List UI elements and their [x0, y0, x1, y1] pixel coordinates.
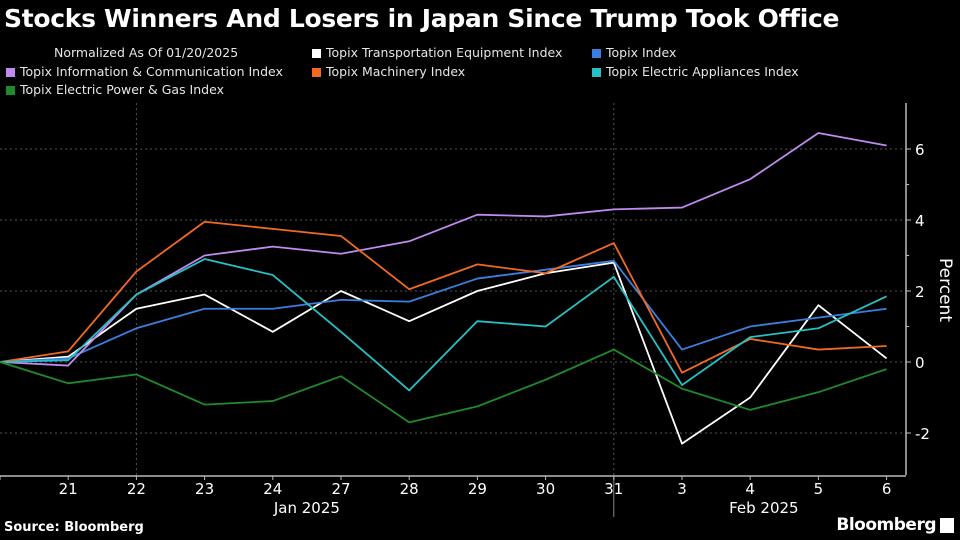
- month-label: Feb 2025: [729, 499, 799, 517]
- chart-title: Stocks Winners And Losers in Japan Since…: [4, 4, 840, 33]
- x-tick-label: 3: [677, 480, 687, 498]
- bloomberg-logo-icon: [940, 518, 954, 533]
- legend-item: Topix Transportation Equipment Index: [312, 45, 562, 60]
- legend-item: Topix Information & Communication Index: [6, 64, 283, 79]
- legend-subtitle: Normalized As Of 01/20/2025: [54, 45, 239, 60]
- legend-swatch: [312, 68, 321, 77]
- series-line: [0, 348, 887, 424]
- legend-swatch: [592, 68, 601, 77]
- y-tick-label: -2: [915, 425, 930, 443]
- x-tick-label: 29: [468, 480, 487, 498]
- series-line: [0, 258, 887, 392]
- series-line: [0, 261, 888, 445]
- brand-logo: Bloomberg: [836, 515, 936, 535]
- x-tick-label: 23: [195, 480, 214, 498]
- legend-item: Topix Electric Power & Gas Index: [6, 82, 224, 97]
- legend-swatch: [6, 86, 15, 95]
- x-tick-label: 31: [604, 480, 623, 498]
- x-tick-label: 22: [127, 480, 146, 498]
- y-tick-label: 6: [915, 141, 925, 159]
- y-tick-label: 4: [915, 212, 925, 230]
- legend-item: Topix Index: [592, 45, 676, 60]
- x-tick-label: 27: [331, 480, 350, 498]
- x-tick-label: 5: [814, 480, 824, 498]
- x-tick-label: 21: [59, 480, 78, 498]
- x-tick-label: 28: [400, 480, 419, 498]
- x-tick-label: 4: [745, 480, 755, 498]
- y-tick-label: 2: [915, 283, 925, 301]
- legend-swatch: [312, 49, 321, 58]
- legend-swatch: [592, 49, 601, 58]
- x-tick-label: 6: [882, 480, 892, 498]
- legend-swatch: [6, 68, 15, 77]
- y-tick-label: 0: [915, 354, 925, 372]
- month-label: Jan 2025: [273, 499, 340, 517]
- source-note: Source: Bloomberg: [4, 520, 144, 535]
- series-line: [0, 259, 887, 363]
- legend-item: Topix Machinery Index: [312, 64, 465, 79]
- x-tick-label: 24: [263, 480, 282, 498]
- x-tick-label: 30: [536, 480, 555, 498]
- y-axis-label: Percent: [935, 258, 955, 322]
- legend-item: Topix Electric Appliances Index: [592, 64, 799, 79]
